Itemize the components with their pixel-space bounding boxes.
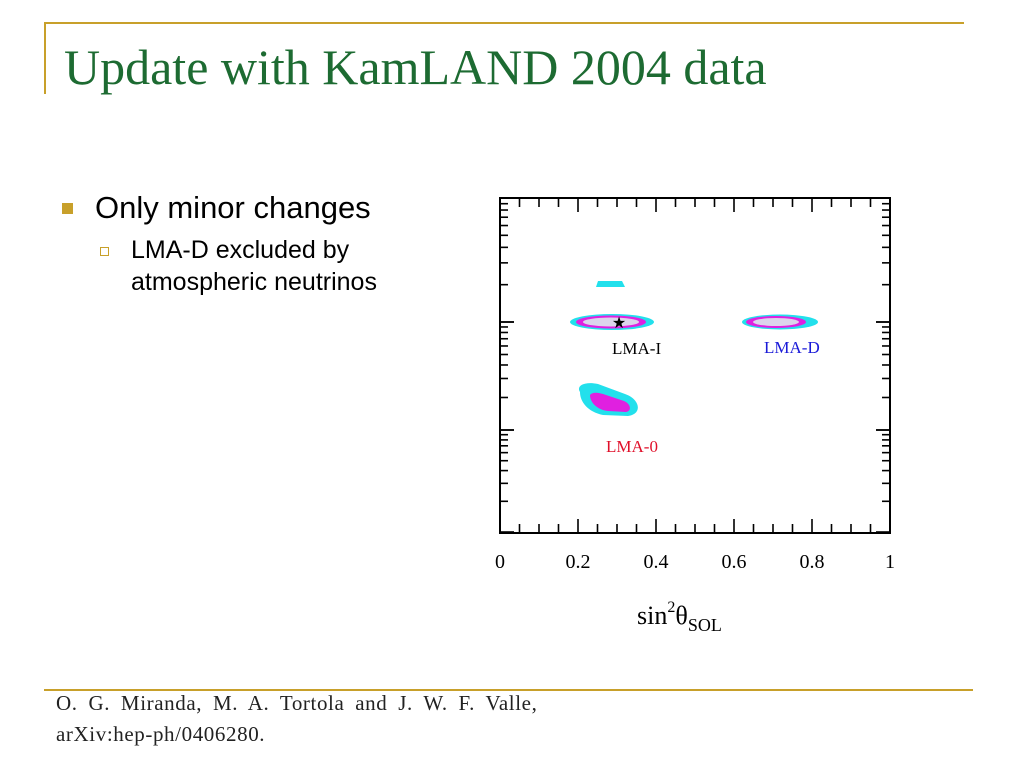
lma-i-inner bbox=[583, 317, 639, 327]
frame-top-line bbox=[44, 22, 964, 24]
region-label-lma-0: LMA-0 bbox=[606, 437, 658, 456]
sub-bullet-text: LMA-D excluded by atmospheric neutrinos bbox=[131, 236, 377, 296]
citation-line-1: O. G. Miranda, M. A. Tortola and J. W. F… bbox=[56, 691, 538, 715]
x-tick-labels: 0 0.2 0.4 0.6 0.8 1 bbox=[495, 551, 895, 573]
contour-lma-i bbox=[570, 314, 654, 330]
region-top-small bbox=[596, 281, 625, 287]
contour-small-cyan bbox=[596, 281, 625, 287]
frame-bottom-line bbox=[44, 689, 973, 691]
bullet-item: Only minor changes bbox=[62, 190, 452, 226]
x-tick-label: 0 bbox=[495, 551, 505, 573]
hollow-square-bullet-icon bbox=[100, 247, 109, 256]
citation: O. G. Miranda, M. A. Tortola and J. W. F… bbox=[56, 688, 537, 750]
bullet-list: Only minor changes LMA-D excluded by atm… bbox=[62, 190, 452, 298]
x-tick-label: 1 bbox=[885, 551, 895, 573]
contour-lma-0 bbox=[578, 383, 638, 416]
x-tick-label: 0.4 bbox=[644, 551, 669, 573]
x-tick-label: 0.2 bbox=[566, 551, 591, 573]
frame-left-line bbox=[44, 22, 46, 94]
sub-bullet-item: LMA-D excluded by atmospheric neutrinos bbox=[100, 234, 452, 298]
chart-svg: 0 0.2 0.4 0.6 0.8 1 ★ LMA-I LMA-D LMA-0 sin2θ… bbox=[495, 197, 895, 635]
lma-0-inner bbox=[590, 392, 630, 412]
x-axis-label: sin2θSOL bbox=[637, 599, 722, 635]
square-bullet-icon bbox=[62, 203, 73, 214]
x-tick-label: 0.8 bbox=[800, 551, 825, 573]
contour-lma-d bbox=[742, 314, 818, 330]
x-tick-label: 0.6 bbox=[722, 551, 747, 573]
best-fit-star-icon: ★ bbox=[612, 315, 626, 332]
bullet-text: Only minor changes bbox=[95, 190, 371, 225]
lma-d-inner bbox=[753, 318, 799, 326]
plot-frame bbox=[499, 197, 891, 534]
slide-title: Update with KamLAND 2004 data bbox=[64, 39, 767, 95]
citation-line-2: arXiv:hep-ph/0406280. bbox=[56, 722, 266, 746]
axis-ticks bbox=[499, 197, 891, 533]
region-label-lma-i: LMA-I bbox=[612, 339, 661, 358]
region-label-lma-d: LMA-D bbox=[764, 338, 820, 357]
contour-plot: 0 0.2 0.4 0.6 0.8 1 ★ LMA-I LMA-D LMA-0 sin2θ… bbox=[480, 180, 910, 640]
